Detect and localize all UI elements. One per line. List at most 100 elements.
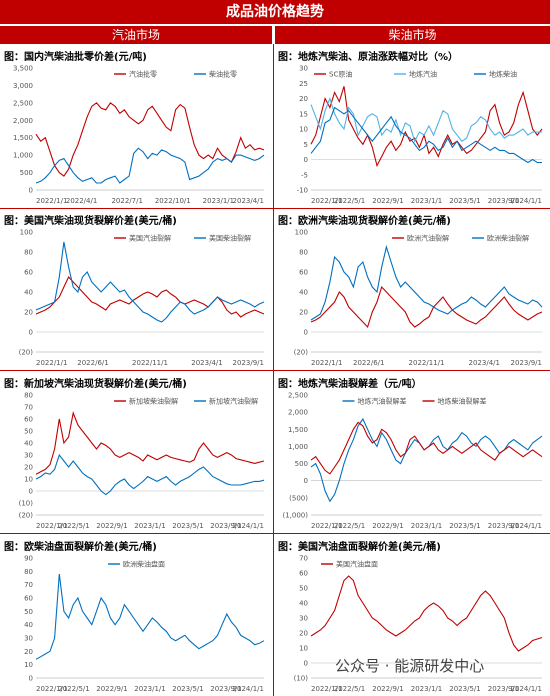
x-tick-label: 2022/5/1 bbox=[334, 685, 365, 693]
legend-label: 新加坡汽油裂解 bbox=[209, 397, 258, 406]
legend-label: 地炼汽油裂解差 bbox=[358, 397, 407, 406]
y-tick-label: 0 bbox=[29, 488, 33, 496]
x-tick-label: 2022/10/1 bbox=[155, 197, 191, 205]
y-tick-label: 5 bbox=[304, 141, 308, 149]
series-line bbox=[310, 285, 543, 329]
y-tick-label: 80 bbox=[24, 568, 33, 576]
y-tick-label: 50 bbox=[24, 428, 33, 436]
x-tick-label: 2023/5/1 bbox=[449, 685, 480, 693]
y-tick-label: 20 bbox=[24, 464, 33, 472]
chart-title: 图：地炼汽柴油、原油涨跌幅对比（%） bbox=[278, 52, 459, 63]
x-tick-label: 2023/1/1 bbox=[134, 522, 165, 530]
y-tick-label: 40 bbox=[299, 600, 308, 608]
x-tick-label: 2024/1/1 bbox=[233, 522, 264, 530]
y-tick-label: 2,500 bbox=[13, 99, 33, 107]
y-tick-label: 60 bbox=[299, 570, 308, 578]
series-line bbox=[35, 573, 265, 660]
y-tick-label: 60 bbox=[299, 269, 308, 277]
y-tick-label: 0 bbox=[29, 329, 33, 337]
row-divider bbox=[0, 370, 550, 371]
x-tick-label: 2022/6/1 bbox=[353, 359, 384, 367]
series-line bbox=[310, 106, 542, 164]
y-tick-label: 40 bbox=[24, 289, 33, 297]
x-tick-label: 2022/5/1 bbox=[58, 522, 89, 530]
y-tick-label: (20) bbox=[19, 512, 34, 520]
x-tick-label: 2023/9/1 bbox=[488, 522, 519, 530]
legend-label: 美国柴油裂解 bbox=[209, 234, 251, 243]
y-tick-label: 2,500 bbox=[288, 392, 308, 400]
y-tick-label: -5 bbox=[301, 171, 308, 179]
chart-us-crack: 100 80 60 40 20 0 (20)2022/1/1 2022/6/1 2022/11/… bbox=[19, 229, 265, 367]
legend-label: 地炼汽油 bbox=[409, 70, 437, 79]
y-tick-label: 10 bbox=[24, 476, 33, 484]
y-tick-label: 30 bbox=[299, 615, 308, 623]
legend-label: 欧洲柴油盘面 bbox=[123, 560, 165, 569]
x-tick-label: 2024/1/1 bbox=[233, 685, 264, 693]
watermark: 公众号 · 能源研发中心 bbox=[335, 657, 485, 675]
series-line bbox=[35, 241, 265, 323]
page-title: 成品油价格趋势 bbox=[0, 0, 550, 24]
series-line bbox=[310, 417, 543, 503]
y-tick-label: 10 bbox=[24, 661, 33, 669]
chart-title: 图：美国汽柴油现货裂解价差(美元/桶) bbox=[4, 216, 177, 227]
chart-title: 图：国内汽柴油批零价差(元/吨) bbox=[4, 52, 147, 63]
series-line bbox=[35, 411, 265, 475]
y-tick-label: 500 bbox=[295, 460, 308, 468]
y-tick-label: (1,000) bbox=[282, 512, 308, 520]
y-tick-label: 15 bbox=[299, 110, 308, 118]
y-tick-label: 1,500 bbox=[288, 426, 308, 434]
x-tick-label: 2022/5/1 bbox=[58, 685, 89, 693]
legend-label: 美国汽油盘面 bbox=[336, 560, 378, 569]
y-tick-label: 3,500 bbox=[13, 65, 33, 73]
x-tick-label: 2023/1/1 bbox=[134, 685, 165, 693]
x-tick-label: 2023/4/1 bbox=[233, 197, 264, 205]
y-tick-label: 3,000 bbox=[13, 82, 33, 90]
series-line bbox=[310, 96, 542, 143]
x-tick-label: 2022/9/1 bbox=[96, 522, 127, 530]
legend-label: 欧洲柴油裂解 bbox=[487, 234, 529, 243]
x-tick-label: 2023/5/1 bbox=[172, 685, 203, 693]
y-tick-label: (10) bbox=[294, 675, 309, 683]
y-tick-label: 70 bbox=[24, 581, 33, 589]
x-tick-label: 2022/9/1 bbox=[96, 685, 127, 693]
y-tick-label: 80 bbox=[299, 249, 308, 257]
series-line bbox=[310, 421, 543, 475]
y-tick-label: 30 bbox=[299, 65, 308, 73]
chart-title: 图：欧洲汽柴油现货裂解价差(美元/桶) bbox=[278, 216, 451, 227]
chart-eu-crack: 100 80 60 40 20 0 (20)2022/1/1 2022/6/1 2022/11/… bbox=[294, 229, 543, 367]
series-line bbox=[310, 575, 543, 652]
series-line bbox=[35, 147, 265, 184]
series-line bbox=[310, 86, 543, 168]
y-tick-label: 20 bbox=[299, 309, 308, 317]
legend-label: 汽油批零 bbox=[129, 70, 157, 79]
x-tick-label: 2022/1/1 bbox=[311, 685, 342, 693]
y-tick-label: 70 bbox=[24, 404, 33, 412]
series-line bbox=[35, 102, 265, 177]
x-tick-label: 2023/9/1 bbox=[511, 359, 542, 367]
x-tick-label: 2022/1/1 bbox=[36, 197, 67, 205]
x-tick-label: 2023/4/1 bbox=[191, 359, 222, 367]
y-tick-label: 40 bbox=[24, 621, 33, 629]
x-tick-label: 2022/5/1 bbox=[334, 522, 365, 530]
y-tick-label: (500) bbox=[289, 494, 308, 502]
y-tick-label: 2,000 bbox=[13, 117, 33, 125]
chart-title: 图：欧柴油盘面裂解价差(美元/桶) bbox=[4, 542, 157, 553]
x-tick-label: 2023/1/1 bbox=[411, 685, 442, 693]
chart-sg-crack: 80 70 60 50 40 30 20 10 0 (10) (20)2022/1/12022/5/… bbox=[19, 392, 265, 530]
x-tick-label: 2023/1/1 bbox=[411, 197, 442, 205]
x-tick-label: 2022/9/1 bbox=[372, 685, 403, 693]
y-tick-label: 60 bbox=[24, 416, 33, 424]
y-tick-label: 50 bbox=[299, 585, 308, 593]
y-tick-label: 0 bbox=[304, 477, 308, 485]
y-tick-label: 60 bbox=[24, 269, 33, 277]
legend-label: SC原油 bbox=[329, 70, 352, 79]
y-tick-label: 20 bbox=[24, 648, 33, 656]
y-tick-label: 1,000 bbox=[288, 443, 308, 451]
x-tick-label: 2023/9/1 bbox=[210, 522, 241, 530]
x-tick-label: 2023/9/1 bbox=[488, 197, 519, 205]
y-tick-label: 1,000 bbox=[13, 152, 33, 160]
x-tick-label: 2024/1/1 bbox=[511, 197, 542, 205]
chart-title: 图：新加坡汽柴油现货裂解价差(美元/桶) bbox=[4, 379, 187, 390]
y-tick-label: 0 bbox=[304, 660, 308, 668]
